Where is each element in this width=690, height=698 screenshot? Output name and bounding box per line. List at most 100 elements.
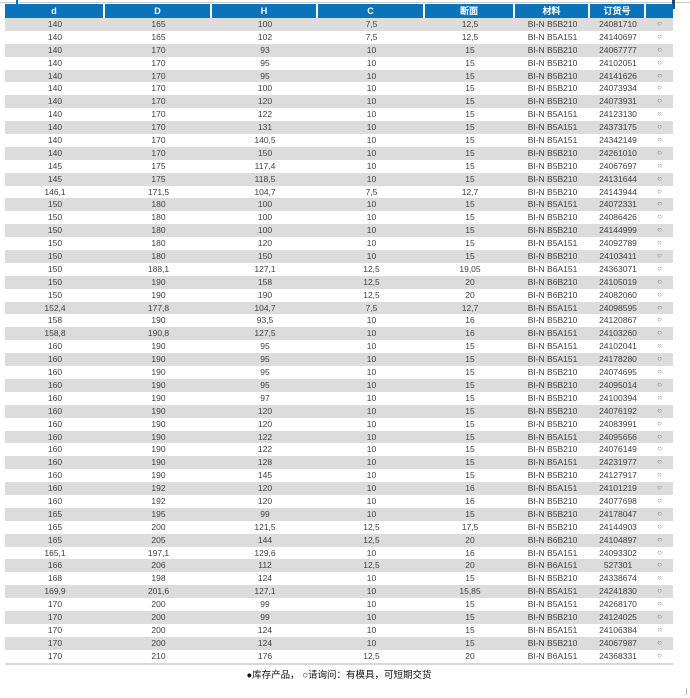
cell-dinghuohao: 24141626 <box>599 70 637 81</box>
cell-H: 100 <box>257 212 273 223</box>
inquiry-circle-icon: ○ <box>657 392 662 402</box>
table-row: 158 190 93,5 10 16 BI-N B5B210 24120867 ○ <box>5 314 673 328</box>
table-row: 165,1 197,1 129,6 10 16 BI-N B5A151 24093302 ○ <box>5 546 673 560</box>
table-row: 150 180 100 10 15 BI-N B5A151 24072331 ○ <box>5 198 673 212</box>
cell-d: 165 <box>47 534 63 545</box>
cell-dinghuohao: 527301 <box>603 560 633 571</box>
cell-C: 10 <box>366 599 377 610</box>
inquiry-circle-icon: ○ <box>657 637 662 647</box>
cell-cailiao: BI-N B5A151 <box>527 122 578 133</box>
cell-cailiao: BI-N B5B210 <box>527 470 578 481</box>
table-row: 170 200 124 10 15 BI-N B5A151 24106384 ○ <box>5 623 673 637</box>
product-table: d D H C 断面 材料 订货号 140 165 100 7,5 12,5 BI-N B5B210 2… <box>5 4 673 683</box>
cell-C: 10 <box>366 173 377 184</box>
cell-d: 160 <box>47 379 63 390</box>
cell-d: 158 <box>47 315 63 326</box>
cell-duanmian: 15 <box>465 611 475 622</box>
cell-cailiao: BI-N B5B210 <box>527 611 578 622</box>
cell-C: 12,5 <box>363 521 380 532</box>
cell-C: 10 <box>366 341 377 352</box>
cell-cailiao: BI-N B5A151 <box>527 199 578 210</box>
cell-duanmian: 15 <box>465 508 475 519</box>
cell-C: 10 <box>366 483 377 494</box>
cell-d: 170 <box>47 637 63 648</box>
inquiry-circle-icon: ○ <box>657 586 662 596</box>
table-row: 140 170 93 10 15 BI-N B5B210 24067777 ○ <box>5 43 673 57</box>
cell-D: 170 <box>151 44 166 55</box>
cell-C: 12,5 <box>363 276 380 287</box>
cell-cailiao: BI-N B5B210 <box>527 573 578 584</box>
cell-duanmian: 16 <box>465 483 475 494</box>
cell-dinghuohao: 24261010 <box>599 147 637 158</box>
cell-C: 10 <box>366 354 377 365</box>
cell-C: 10 <box>366 470 377 481</box>
cell-duanmian: 12,7 <box>461 302 479 313</box>
table-header-row: d D H C 断面 材料 订货号 <box>5 4 673 18</box>
cell-dinghuohao: 24077698 <box>599 495 637 506</box>
cell-dinghuohao: 24086426 <box>599 212 637 223</box>
cell-duanmian: 20 <box>465 650 475 661</box>
cell-dinghuohao: 24100394 <box>599 392 637 403</box>
inquiry-circle-icon: ○ <box>657 521 662 531</box>
cell-cailiao: BI-N B5A151 <box>527 483 578 494</box>
cell-D: 190 <box>151 457 166 468</box>
cell-H: 99 <box>260 599 270 610</box>
cell-D: 190 <box>151 418 166 429</box>
cell-D: 180 <box>151 251 166 262</box>
cell-dinghuohao: 24083991 <box>599 418 637 429</box>
cell-dinghuohao: 24101219 <box>599 483 637 494</box>
left-page-tick <box>16 0 18 5</box>
column-header-D: D <box>105 4 212 18</box>
cell-duanmian: 15 <box>465 624 475 635</box>
cell-dinghuohao: 24373175 <box>599 122 637 133</box>
cell-H: 190 <box>257 289 273 300</box>
cell-dinghuohao: 24093302 <box>599 547 637 558</box>
cell-d: 170 <box>47 599 63 610</box>
inquiry-circle-icon: ○ <box>657 122 662 132</box>
cell-duanmian: 16 <box>465 547 475 558</box>
cell-dinghuohao: 24106384 <box>599 624 637 635</box>
cell-dinghuohao: 24098595 <box>599 302 637 313</box>
cell-H: 128 <box>257 457 273 468</box>
cell-duanmian: 15 <box>465 70 475 81</box>
column-header-dinghuohao: 订货号 <box>590 4 646 18</box>
cell-d: 170 <box>47 611 63 622</box>
cell-cailiao: BI-N B5B210 <box>527 444 578 455</box>
cell-duanmian: 15 <box>465 367 475 378</box>
cell-D: 206 <box>151 560 166 571</box>
cell-C: 7,5 <box>365 302 378 313</box>
cell-H: 104,7 <box>254 186 276 197</box>
cell-d: 160 <box>47 457 63 468</box>
inquiry-circle-icon: ○ <box>657 212 662 222</box>
cell-duanmian: 15 <box>465 470 475 481</box>
table-row: 160 190 120 10 15 BI-N B5B210 24083991 ○ <box>5 417 673 431</box>
cell-C: 10 <box>366 251 377 262</box>
cell-cailiao: BI-N B5A151 <box>527 302 578 313</box>
cell-C: 7,5 <box>365 186 378 197</box>
cell-d: 160 <box>47 367 63 378</box>
cell-D: 188,1 <box>147 263 170 274</box>
inquiry-circle-icon: ○ <box>657 109 662 119</box>
cell-cailiao: BI-N B6A151 <box>527 263 578 274</box>
cell-duanmian: 15 <box>465 199 475 210</box>
cell-C: 10 <box>366 315 377 326</box>
table-row: 160 190 97 10 15 BI-N B5B210 24100394 ○ <box>5 391 673 405</box>
cell-cailiao: BI-N B5A151 <box>527 328 578 339</box>
cell-d: 146,1 <box>44 186 66 197</box>
cell-cailiao: BI-N B5B210 <box>527 70 578 81</box>
cell-d: 140 <box>47 147 63 158</box>
inquiry-circle-icon: ○ <box>657 315 662 325</box>
cell-duanmian: 15 <box>465 173 475 184</box>
cell-C: 10 <box>366 57 377 68</box>
table-row: 160 190 95 10 15 BI-N B5B210 24095014 ○ <box>5 378 673 392</box>
cell-H: 102 <box>257 31 273 42</box>
cell-D: 170 <box>151 147 166 158</box>
cell-D: 190 <box>151 289 166 300</box>
column-header-duanmian: 断面 <box>425 4 515 18</box>
cell-H: 95 <box>260 57 270 68</box>
cell-D: 180 <box>151 212 166 223</box>
cell-dinghuohao: 24102051 <box>599 57 637 68</box>
cell-cailiao: BI-N B5B210 <box>527 495 578 506</box>
cell-duanmian: 16 <box>465 328 475 339</box>
cell-dinghuohao: 24231977 <box>599 457 637 468</box>
